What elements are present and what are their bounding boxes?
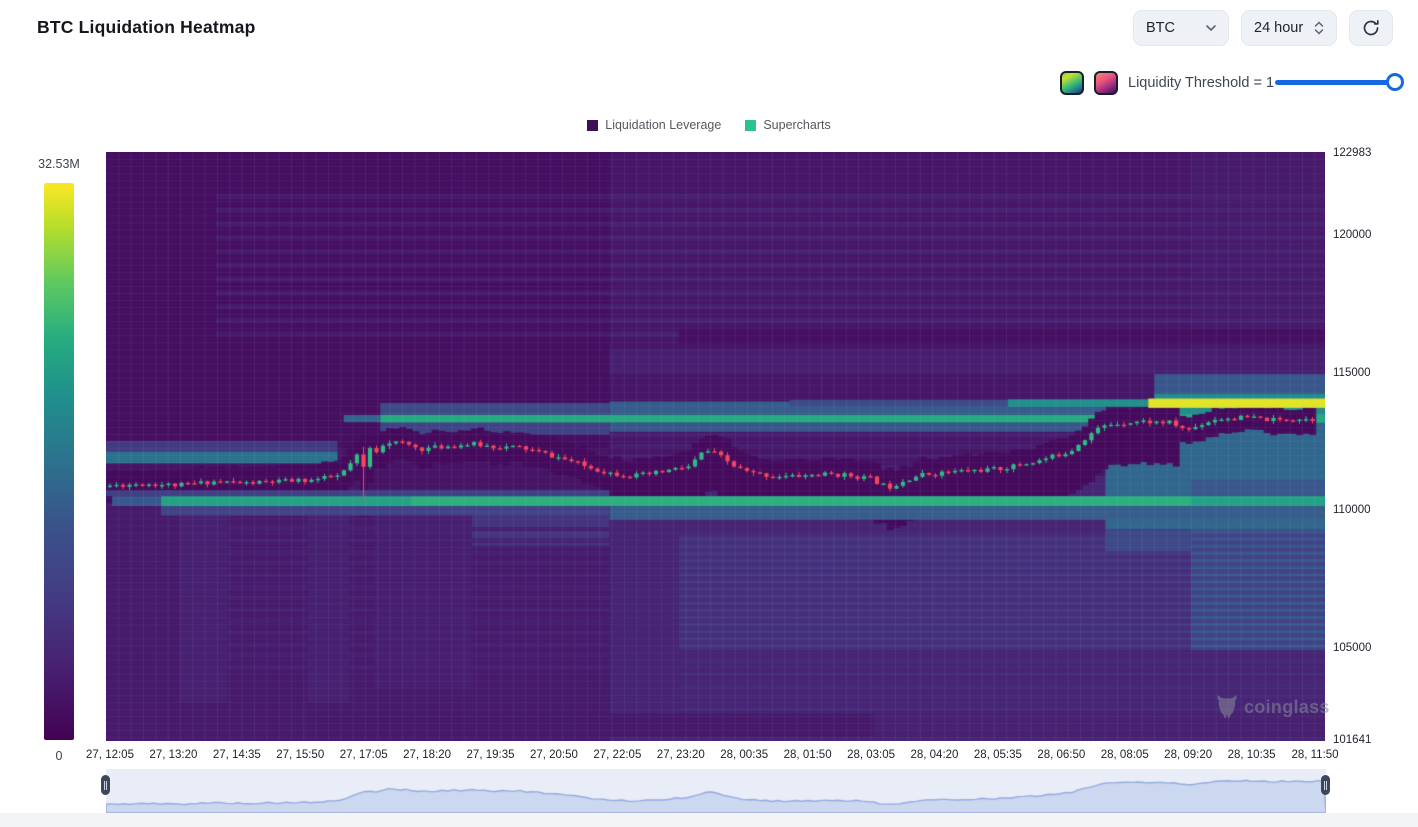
threshold-slider-thumb[interactable]: [1386, 73, 1404, 91]
time-tick-label: 27, 22:05: [593, 749, 642, 761]
time-tick-label: 28, 04:20: [910, 749, 959, 761]
time-tick-label: 27, 18:20: [403, 749, 452, 761]
threshold-label: Liquidity Threshold = 1: [1128, 75, 1275, 91]
time-tick-label: 27, 15:50: [276, 749, 325, 761]
page-title: BTC Liquidation Heatmap: [37, 17, 256, 37]
threshold-slider[interactable]: [1275, 73, 1404, 91]
legend-swatch: [587, 119, 599, 131]
legend-swatch: [745, 119, 757, 131]
time-tick-label: 28, 11:50: [1291, 749, 1339, 761]
time-tick-label: 28, 09:20: [1164, 749, 1213, 761]
time-tick-label: 27, 20:50: [529, 749, 578, 761]
price-tick-label: 101641: [1333, 733, 1372, 746]
watermark-text: coinglass: [1244, 696, 1330, 717]
interval-select-value: 24 hour: [1254, 20, 1304, 36]
time-tick-label: 27, 19:35: [466, 749, 515, 761]
time-tick-label: 27, 17:05: [339, 749, 388, 761]
time-tick-label: 28, 05:35: [973, 749, 1022, 761]
colorbar-min-label: 0: [55, 749, 63, 763]
refresh-icon: [1363, 19, 1379, 36]
time-tick-label: 28, 06:50: [1037, 749, 1086, 761]
legend-label: Supercharts: [763, 118, 831, 132]
navigator-left-handle[interactable]: [101, 775, 110, 795]
price-axis: 122983 120000 115000 110000 105000 101641: [1331, 147, 1411, 746]
watermark: coinglass: [1216, 695, 1330, 719]
time-tick-label: 28, 03:05: [847, 749, 896, 761]
navigator-right-handle[interactable]: [1321, 775, 1330, 795]
time-tick-label: 28, 10:35: [1227, 749, 1276, 761]
navigator-area-chart: [106, 769, 1326, 813]
time-tick-label: 27, 12:05: [86, 749, 134, 761]
time-axis: 27, 12:05 27, 13:20 27, 14:35 27, 15:50 27, …: [86, 749, 1339, 765]
range-navigator[interactable]: [101, 769, 1330, 813]
time-tick-label: 28, 00:35: [720, 749, 769, 761]
colorbar: [44, 183, 74, 740]
price-tick-label: 120000: [1333, 229, 1372, 242]
legend-label: Liquidation Leverage: [605, 118, 722, 132]
up-down-spinner-icon: [1314, 21, 1324, 35]
heatmap-canvas[interactable]: [106, 152, 1325, 741]
coinglass-bull-icon: [1217, 695, 1237, 719]
colormap-magma-button[interactable]: [1094, 71, 1118, 95]
colorbar-max-label: 32.53M: [38, 157, 80, 171]
symbol-select-value: BTC: [1146, 20, 1175, 36]
time-tick-label: 27, 13:20: [149, 749, 198, 761]
time-tick-label: 27, 14:35: [212, 749, 261, 761]
price-tick-label: 115000: [1333, 366, 1371, 379]
refresh-button[interactable]: [1349, 10, 1393, 46]
price-tick-label: 110000: [1333, 504, 1371, 517]
legend-item-0[interactable]: Liquidation Leverage: [587, 118, 721, 132]
symbol-select[interactable]: BTC: [1133, 10, 1229, 46]
chevron-down-icon: [1206, 25, 1216, 31]
price-tick-label: 105000: [1333, 641, 1372, 654]
legend-item-1[interactable]: Supercharts: [745, 118, 831, 132]
price-tick-label: 122983: [1333, 147, 1372, 160]
time-tick-label: 28, 01:50: [783, 749, 832, 761]
colormap-viridis-button[interactable]: [1060, 71, 1084, 95]
time-tick-label: 27, 23:20: [656, 749, 705, 761]
time-tick-label: 28, 08:05: [1100, 749, 1149, 761]
interval-select[interactable]: 24 hour: [1241, 10, 1337, 46]
bottom-strip: [0, 813, 1418, 827]
legend: Liquidation Leverage Supercharts: [0, 118, 1418, 132]
